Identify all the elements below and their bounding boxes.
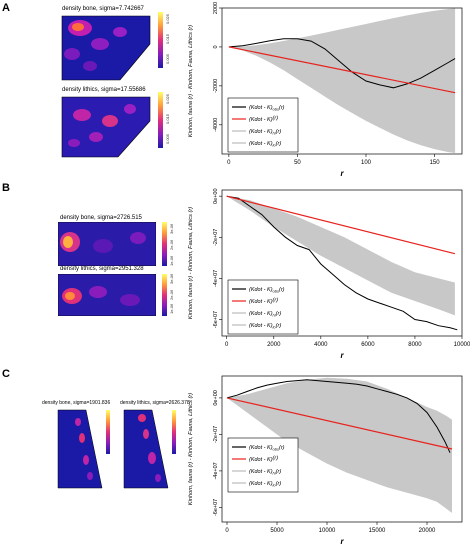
- legend-label-3: (Kdot - K)lo(r): [249, 141, 281, 148]
- legend-label-3: (Kdot - K)lo(r): [249, 323, 281, 330]
- legend-label-2: (Kdot - K)hi(r): [249, 311, 281, 318]
- legend-label-1: (Kdot - K)(r): [249, 298, 278, 306]
- legend-label-2: (Kdot - K)hi(r): [249, 469, 281, 476]
- y-tick-label-2: -4e+07: [213, 462, 219, 479]
- density-map-bone-c: [56, 408, 104, 490]
- legend-label-2: (Kdot - K)hi(r): [249, 129, 281, 136]
- legend-label-3: (Kdot - K)lo(r): [249, 481, 281, 488]
- series-line-1: [226, 195, 456, 255]
- cbar-tick-a1-2: 0.005: [165, 53, 170, 64]
- cbar-tick-a1-1: 0.015: [165, 33, 170, 44]
- x-tick-label-1: 5000: [270, 528, 284, 534]
- map-title-a2: density lithics, sigma=17.55686: [62, 87, 146, 93]
- envelope-band: [226, 196, 455, 316]
- y-tick-label-1: -2e+07: [213, 426, 219, 443]
- y-tick-label-2: -4e+07: [213, 270, 219, 287]
- plot-frame: [221, 375, 463, 523]
- y-tick-label-1: 0: [213, 45, 219, 48]
- cbar-tick-b1-1: 2e-06: [169, 239, 174, 250]
- panel-letter-c: C: [2, 368, 10, 380]
- y-tick-label-0: 0e+00: [213, 188, 219, 203]
- y-tick-label-2: -2000: [213, 79, 219, 93]
- series-line-0: [228, 38, 456, 89]
- x-axis-label: r: [340, 537, 344, 546]
- x-tick-label-0: 0: [225, 528, 229, 534]
- y-axis-label: Kinhom, fauna (r) - Kinhom, Fauna, Lithi…: [188, 207, 194, 319]
- x-tick-label-4: 8000: [408, 342, 422, 348]
- map-title-c2: density lithics, sigma=2626.378: [120, 400, 190, 406]
- x-tick-label-0: 0: [225, 342, 229, 348]
- y-tick-label-3: -6e+07: [213, 499, 219, 516]
- density-map-bone-b: [58, 222, 156, 266]
- density-map-lithics-a: [60, 95, 152, 159]
- series-line-1: [228, 46, 456, 94]
- colorbar-c1: [106, 410, 110, 454]
- map-title-b2: density lithics, sigma=2951.328: [60, 266, 144, 272]
- chart-c: 0 5000 10000 15000 20000 0e+00 -2e+07 -4e+07 -6e…: [188, 375, 463, 546]
- x-tick-label-5: 10000: [454, 342, 470, 348]
- envelope-band: [227, 377, 452, 513]
- colorbar-a1: [158, 12, 163, 68]
- panel-letter-b: B: [2, 182, 10, 194]
- x-tick-label-2: 10000: [319, 528, 336, 534]
- map-title-b1: density bone, sigma=2726.515: [60, 215, 142, 221]
- series-line-1: [226, 397, 453, 450]
- panel-letter-a: A: [2, 2, 10, 14]
- x-tick-label-3: 150: [430, 160, 441, 166]
- x-axis-label: r: [340, 351, 344, 360]
- y-tick-label-0: 0e+00: [213, 390, 219, 405]
- x-tick-label-2: 4000: [314, 342, 328, 348]
- density-map-bone-a: [60, 14, 152, 82]
- cbar-tick-a2-2: 0.005: [165, 133, 170, 144]
- colorbar-c2: [172, 410, 176, 454]
- x-tick-label-3: 15000: [369, 528, 386, 534]
- cbar-tick-a2-1: 0.015: [165, 113, 170, 124]
- legend-label-1: (Kdot - K)(r): [249, 116, 278, 124]
- y-axis-label: Kinhom, fauna (r) - Kinhom, Fauna, Lithi…: [188, 393, 194, 505]
- chart-b: 0 2000 4000 6000 8000 10000 0e+00 -2e+07 -4e+07 -…: [188, 188, 470, 360]
- cbar-tick-b2-0: 3e-06: [169, 273, 174, 284]
- cbar-tick-b2-1: 2e-06: [169, 289, 174, 300]
- cbar-tick-b2-2: 1e-06: [169, 303, 174, 314]
- cbar-tick-b1-0: 3e-06: [169, 223, 174, 234]
- legend-label-0: (Kdot - K)obs(r): [249, 445, 285, 452]
- map-title-c1: density bone, sigma=1901.836: [42, 400, 111, 406]
- density-map-lithics-b: [58, 274, 156, 316]
- cbar-tick-a1-0: 0.025: [165, 13, 170, 24]
- plot-frame: [221, 7, 463, 155]
- x-tick-label-2: 100: [361, 160, 372, 166]
- x-tick-label-3: 6000: [361, 342, 375, 348]
- legend-label-1: (Kdot - K)(r): [249, 456, 278, 464]
- x-axis-label: r: [340, 169, 344, 178]
- map-title-a1: density bone, sigma=7.742667: [62, 6, 144, 12]
- y-tick-label-3: -6e+07: [213, 311, 219, 328]
- colorbar-a2: [158, 92, 163, 148]
- series-line-0: [226, 379, 451, 453]
- plot-frame: [221, 189, 463, 337]
- x-tick-label-0: 0: [227, 160, 231, 166]
- y-tick-label-1: -2e+07: [213, 229, 219, 246]
- chart-a: 0 50 100 150 2000 0 -2000 -4000 r Kinhom, fauna (…: [188, 2, 463, 178]
- x-tick-label-1: 50: [294, 160, 301, 166]
- envelope-band: [228, 8, 456, 154]
- legend-label-0: (Kdot - K)obs(r): [249, 287, 285, 294]
- cbar-tick-b1-2: 1e-06: [169, 255, 174, 266]
- y-tick-label-3: -4000: [213, 118, 219, 132]
- cbar-tick-a2-0: 0.025: [165, 93, 170, 104]
- x-tick-label-4: 20000: [419, 528, 436, 534]
- y-tick-label-0: 2000: [213, 2, 219, 14]
- x-tick-label-1: 2000: [267, 342, 281, 348]
- colorbar-b2: [162, 274, 167, 316]
- legend-label-0: (Kdot - K)obs(r): [249, 105, 285, 112]
- density-map-lithics-c: [122, 408, 170, 490]
- colorbar-b1: [162, 222, 167, 266]
- y-axis-label: Kinhom, fauna (r) - Kinhom, Fauna, Lithi…: [188, 25, 194, 137]
- series-line-0: [226, 195, 458, 331]
